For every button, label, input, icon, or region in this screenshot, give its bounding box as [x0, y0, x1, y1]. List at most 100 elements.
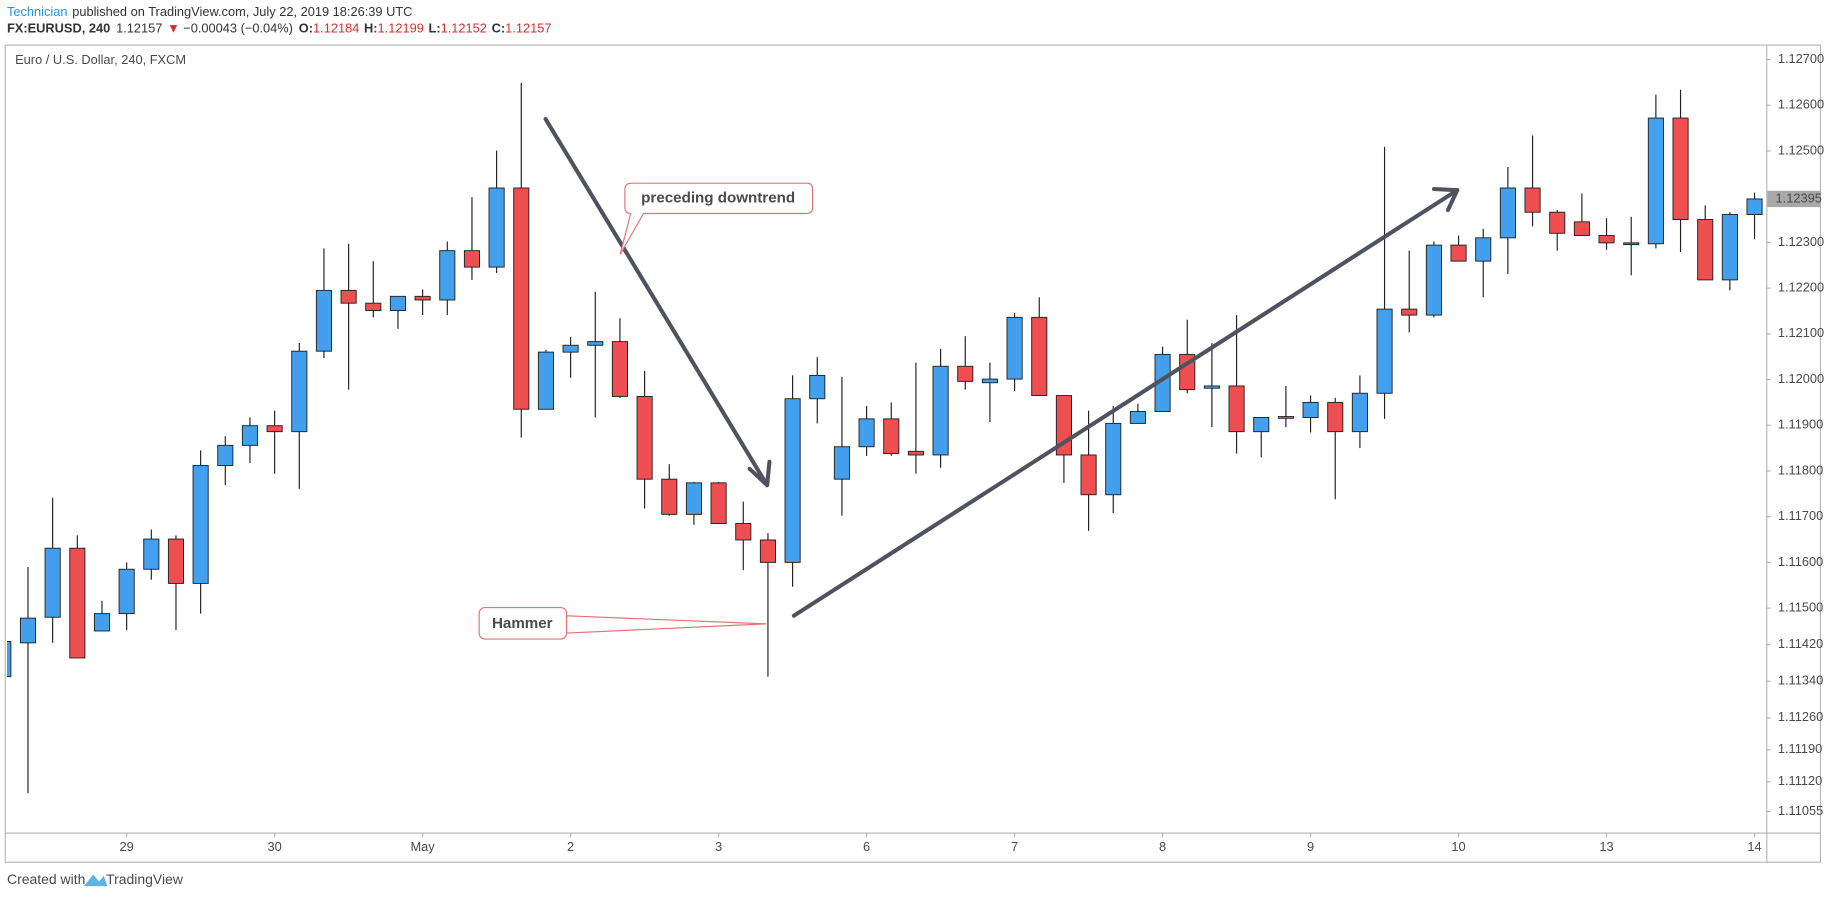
candle-body — [562, 344, 579, 353]
y-tick-label: 1.11700 — [1778, 508, 1823, 523]
candle-body — [1549, 211, 1566, 234]
candle-body — [192, 465, 209, 584]
logo-shape — [83, 874, 108, 887]
candle-body — [1228, 385, 1245, 433]
y-tick-label: 1.11600 — [1778, 554, 1823, 569]
x-tick-label: 13 — [1599, 839, 1613, 854]
candle-body — [217, 444, 234, 466]
candle-body — [1524, 187, 1541, 213]
x-tick-label: 7 — [1011, 839, 1018, 854]
candle-body — [1598, 235, 1615, 244]
candle-body — [1031, 316, 1048, 397]
candle-body — [1697, 219, 1714, 281]
y-tick-label: 1.12300 — [1778, 234, 1824, 249]
candle-body — [69, 547, 86, 659]
candle-body — [611, 341, 628, 397]
y-tick-label: 1.12000 — [1778, 371, 1824, 386]
chart-frame — [4, 44, 1822, 863]
candle-body — [1450, 244, 1467, 262]
l-label: L: — [429, 21, 441, 36]
down-arrowhead — [747, 459, 772, 488]
y-tick-label: 1.11190 — [1778, 741, 1822, 756]
h-value: 1.12199 — [378, 21, 424, 36]
candle-body — [1203, 385, 1220, 389]
hammer-callout: Hammer — [478, 606, 766, 640]
y-tick-label: 1.11260 — [1778, 709, 1823, 724]
candle-body — [636, 395, 653, 480]
l-value: 1.12152 — [441, 21, 487, 36]
y-tick-label: 1.11420 — [1778, 636, 1823, 651]
candle-body — [1573, 221, 1590, 237]
brand-logo[interactable]: TradingView — [83, 871, 184, 887]
x-tick-label: 8 — [1159, 839, 1166, 854]
candle-body — [6, 641, 12, 678]
callout-pointer — [564, 615, 766, 625]
candle-body — [241, 425, 259, 446]
candle-body — [167, 538, 185, 584]
candle-body — [661, 478, 678, 515]
x-tick-label: 14 — [1747, 839, 1761, 854]
candle-body — [858, 418, 875, 448]
candle-body — [537, 351, 554, 410]
axes: 1.12700 1.12600 1.12500 1.12300 1.12200 1.121… — [120, 51, 1825, 854]
candle-body — [315, 289, 333, 352]
y-tick-label: 1.12500 — [1778, 142, 1824, 157]
candle-body — [759, 539, 776, 563]
price: 1.12157 — [116, 21, 162, 36]
candle-body — [513, 187, 530, 410]
y-tick-label: 1.12600 — [1778, 97, 1824, 112]
candle-body — [389, 295, 407, 311]
candle-body — [1721, 214, 1738, 281]
candle-body — [1425, 244, 1442, 316]
y-tick-label: 1.12200 — [1778, 280, 1824, 295]
candle-body — [118, 568, 135, 615]
candle-body — [1401, 308, 1418, 316]
h-label: H: — [364, 21, 378, 36]
x-tick-label: 6 — [863, 839, 870, 854]
callout-box — [619, 182, 814, 255]
published: published on TradingView.com, July 22, 2… — [72, 4, 412, 19]
y-tick-label: 1.11055 — [1778, 803, 1823, 818]
chart-title: Euro / U.S. Dollar, 240, FXCM — [15, 52, 186, 67]
header-line: Technician published on TradingView.com, … — [7, 4, 412, 19]
candle-body — [907, 450, 924, 456]
candles — [6, 82, 1763, 794]
candle-body — [957, 365, 974, 382]
x-tick-label: May — [411, 839, 436, 854]
candle-body — [784, 398, 801, 563]
candle-body — [1302, 401, 1319, 418]
candle-body — [932, 365, 949, 456]
o-label: O: — [299, 21, 313, 36]
up-arrow — [791, 188, 1460, 618]
c-label: C: — [492, 21, 506, 36]
candle-body — [1672, 117, 1689, 221]
candle-body — [685, 482, 702, 515]
y-tick-label: 1.11120 — [1778, 773, 1822, 788]
o-value: 1.12184 — [313, 21, 359, 36]
candle-body — [1623, 242, 1640, 246]
c-value: 1.12157 — [505, 21, 551, 36]
y-tick-label: 1.11500 — [1778, 599, 1823, 614]
candle-body — [291, 350, 308, 433]
author[interactable]: Technician — [7, 4, 68, 19]
x-tick-label: 2 — [567, 839, 574, 854]
candle-body — [981, 378, 998, 384]
up-arrowhead — [1431, 186, 1460, 213]
down-arrow — [543, 117, 770, 488]
candle-body — [414, 295, 431, 301]
x-tick-label: 3 — [715, 839, 722, 854]
y-tick-label: 1.12700 — [1778, 51, 1824, 66]
change-arrow: ▼ — [167, 21, 180, 36]
x-tick-label: 29 — [120, 839, 134, 854]
candle-body — [1080, 454, 1097, 496]
candle-body — [1105, 422, 1122, 496]
symbol-line: FX:EURUSD, 240 1.12157 ▼ −0.00043 (−0.04%) O… — [7, 21, 551, 36]
candle-body — [735, 523, 752, 541]
y-tick-label: 1.12100 — [1778, 325, 1824, 340]
candle-body — [1647, 117, 1664, 245]
brand[interactable]: TradingView — [106, 871, 184, 887]
candle-body — [809, 374, 826, 400]
callout-text: Hammer — [492, 615, 553, 632]
